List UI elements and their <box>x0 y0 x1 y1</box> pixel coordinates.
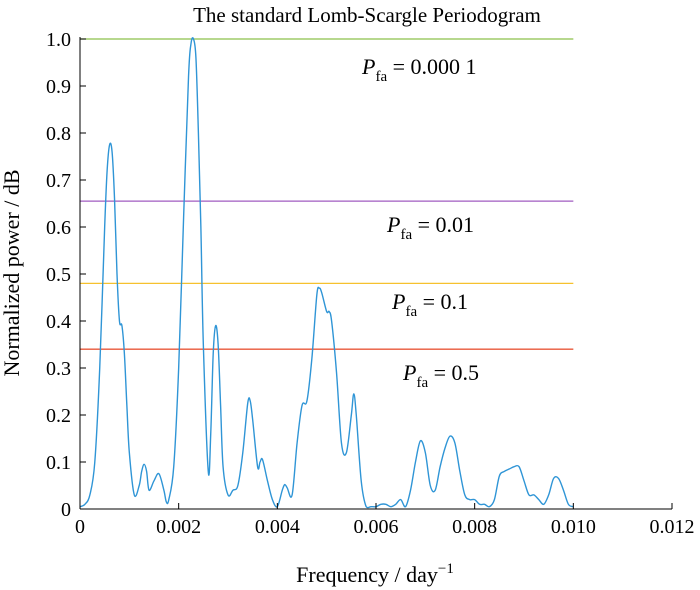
y-tick-label: 0.5 <box>46 264 71 286</box>
x-tick-label: 0.004 <box>255 516 300 538</box>
threshold-label: Pfa = 0.01 <box>386 212 474 243</box>
power-series-line <box>79 37 574 509</box>
x-tick-label: 0.006 <box>354 516 399 538</box>
x-axis-label: Frequency / day−1 <box>296 561 454 587</box>
y-tick-label: 0.4 <box>46 311 71 333</box>
x-axis-label-exponent: −1 <box>438 561 454 577</box>
chart-title: The standard Lomb-Scargle Periodogram <box>193 3 541 27</box>
threshold-labels: Pfa = 0.000 1 Pfa = 0.01 Pfa = 0.1 Pfa = 0.… <box>361 54 479 391</box>
threshold-lines <box>80 38 574 350</box>
y-tick-label: 0.1 <box>46 452 71 474</box>
threshold-label: Pfa = 0.1 <box>391 289 468 320</box>
x-tick-label: 0.008 <box>452 516 497 538</box>
x-axis-label-text: Frequency / day <box>296 562 438 587</box>
y-tick-label: 0.2 <box>46 405 71 427</box>
y-axis-label: Normalized power / dB <box>0 169 24 376</box>
y-tick-label: 0.6 <box>46 217 71 239</box>
x-tick-label: 0.010 <box>551 516 596 538</box>
y-tick-label: 0.7 <box>46 170 71 192</box>
x-tick-label: 0.012 <box>650 516 695 538</box>
threshold-label: Pfa = 0.5 <box>402 360 479 391</box>
y-tick-label: 0.8 <box>46 123 71 145</box>
threshold-label: Pfa = 0.000 1 <box>361 54 477 85</box>
y-tick-label: 0.9 <box>46 76 71 98</box>
y-tick-label: 0.3 <box>46 358 71 380</box>
x-tick-label: 0 <box>75 516 85 538</box>
x-tick-label: 0.002 <box>156 516 201 538</box>
y-tick-label: 0 <box>61 499 71 521</box>
axes: 0 0.002 0.004 0.006 0.008 0.010 0.012 0 0.1 0.2 0.… <box>46 29 695 538</box>
y-tick-label: 1.0 <box>46 29 71 51</box>
